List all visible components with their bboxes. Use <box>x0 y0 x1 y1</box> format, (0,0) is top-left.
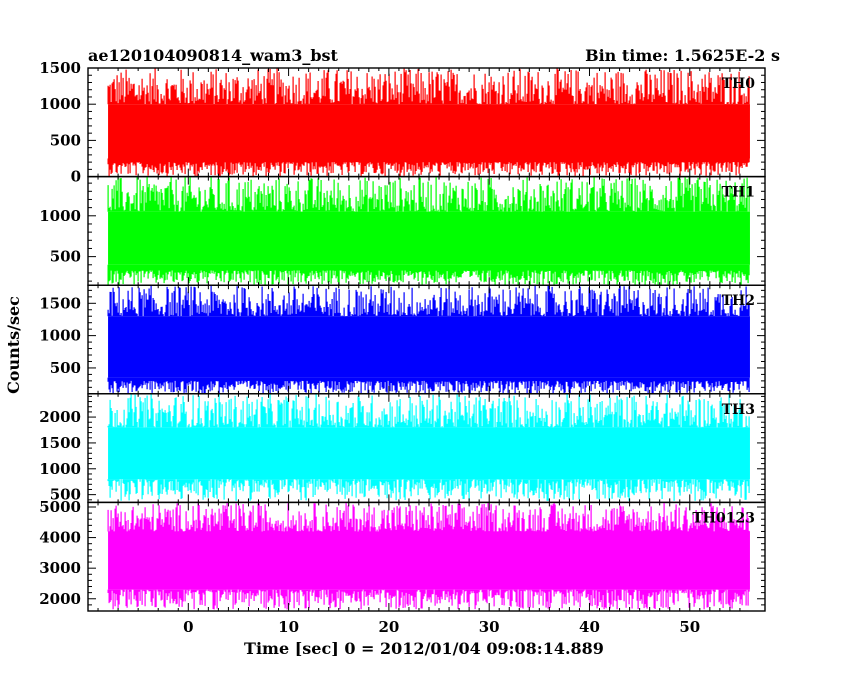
y-tick-label: 1000 <box>39 207 81 225</box>
series-core <box>108 211 750 265</box>
panel-th0123: 2000 3000 4000 5000 TH0123 <box>39 498 766 612</box>
y-tick-label: 1500 <box>39 434 81 452</box>
series-core <box>108 316 750 378</box>
series-lower-envelope <box>107 264 750 286</box>
x-tick-label: 0 <box>183 618 193 636</box>
y-tick-label: 500 <box>50 359 81 377</box>
series-th0 <box>107 68 750 177</box>
panel-label: TH3 <box>722 402 755 418</box>
panel-th0: 0 500 1000 1500 TH0 <box>39 59 766 186</box>
series-lower-envelope <box>107 377 750 394</box>
y-tick-label: 2000 <box>39 590 81 608</box>
panel-th2: 500 1000 1500 TH2 <box>39 284 766 395</box>
y-tick-label: 1000 <box>39 95 81 113</box>
panel-frame <box>87 501 766 612</box>
y-tick-label: 0 <box>71 168 81 186</box>
panel-label: TH2 <box>722 293 755 309</box>
series-lower-envelope <box>107 158 750 177</box>
series-upper-envelope <box>107 176 750 212</box>
x-tick-label: 20 <box>378 618 399 636</box>
x-tick-label: 50 <box>679 618 700 636</box>
y-tick-label: 4000 <box>39 529 81 547</box>
bin-time-label: Bin time: 1.5625E-2 s <box>585 46 780 65</box>
y-tick-label: 1500 <box>39 59 81 77</box>
y-tick-label: 3000 <box>39 559 81 577</box>
series-th0123 <box>107 502 750 610</box>
y-tick-label: 1500 <box>39 294 81 312</box>
y-tick-label: 1000 <box>39 460 81 478</box>
x-tick-label: 10 <box>278 618 299 636</box>
y-tick-label: 1000 <box>39 327 81 345</box>
x-tick-label: 40 <box>579 618 600 636</box>
y-tick-label: 2000 <box>39 408 81 426</box>
series-th1 <box>107 176 750 286</box>
y-axis-label: Counts/sec <box>4 296 23 394</box>
series-core <box>108 104 750 159</box>
series-lower-envelope <box>107 589 750 610</box>
y-tick-label: 500 <box>50 131 81 149</box>
series-lower-envelope <box>107 479 750 501</box>
panel-th3: 500 1000 1500 2000 TH3 <box>39 393 766 504</box>
chart-title: ae120104090814_wam3_bst <box>88 46 339 65</box>
panel-label: TH1 <box>722 185 755 201</box>
y-tick-label: 500 <box>50 248 81 266</box>
series-core <box>108 427 750 480</box>
x-axis-label: Time [sec] 0 = 2012/01/04 09:08:14.889 <box>244 639 604 658</box>
series-upper-envelope <box>107 68 750 105</box>
panel-label: TH0 <box>722 76 756 92</box>
panel-th1: 500 1000 TH1 <box>39 175 766 286</box>
series-th3 <box>107 393 750 501</box>
series-th2 <box>107 285 750 394</box>
x-tick-label: 30 <box>479 618 500 636</box>
series-upper-envelope <box>107 285 750 317</box>
series-core <box>108 531 750 590</box>
panel-label: TH0123 <box>692 510 755 526</box>
series-upper-envelope <box>107 502 750 532</box>
y-tick-label: 5000 <box>39 498 81 516</box>
series-upper-envelope <box>107 393 750 428</box>
y-tick-label: 500 <box>50 486 81 504</box>
